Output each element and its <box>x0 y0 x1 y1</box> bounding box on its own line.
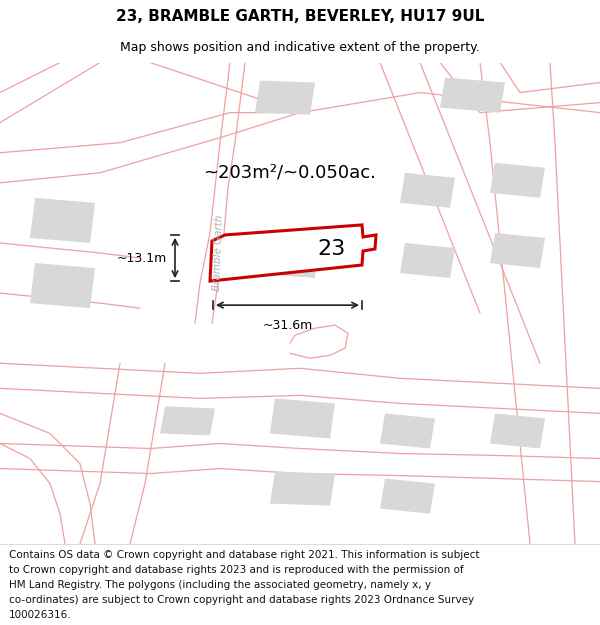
Text: co-ordinates) are subject to Crown copyright and database rights 2023 Ordnance S: co-ordinates) are subject to Crown copyr… <box>9 596 474 606</box>
Polygon shape <box>30 263 95 308</box>
Polygon shape <box>270 398 335 439</box>
Text: ~203m²/~0.050ac.: ~203m²/~0.050ac. <box>203 164 376 182</box>
Text: Bramble Garth: Bramble Garth <box>212 214 224 291</box>
Polygon shape <box>440 78 505 112</box>
Polygon shape <box>380 413 435 449</box>
Polygon shape <box>30 198 95 243</box>
Polygon shape <box>490 233 545 268</box>
Text: 100026316.: 100026316. <box>9 611 71 621</box>
Polygon shape <box>270 471 335 506</box>
Text: ~13.1m: ~13.1m <box>117 251 167 264</box>
Polygon shape <box>400 173 455 208</box>
Text: Map shows position and indicative extent of the property.: Map shows position and indicative extent… <box>120 41 480 54</box>
Text: to Crown copyright and database rights 2023 and is reproduced with the permissio: to Crown copyright and database rights 2… <box>9 565 464 575</box>
Polygon shape <box>210 225 376 281</box>
Polygon shape <box>400 243 455 278</box>
Text: ~31.6m: ~31.6m <box>262 319 313 332</box>
Polygon shape <box>490 162 545 198</box>
Polygon shape <box>255 81 315 114</box>
Polygon shape <box>160 406 215 436</box>
Text: HM Land Registry. The polygons (including the associated geometry, namely x, y: HM Land Registry. The polygons (includin… <box>9 580 431 590</box>
Text: Contains OS data © Crown copyright and database right 2021. This information is : Contains OS data © Crown copyright and d… <box>9 550 479 560</box>
Polygon shape <box>380 479 435 514</box>
Polygon shape <box>490 413 545 449</box>
Text: 23, BRAMBLE GARTH, BEVERLEY, HU17 9UL: 23, BRAMBLE GARTH, BEVERLEY, HU17 9UL <box>116 9 484 24</box>
Text: 23: 23 <box>317 239 346 259</box>
Polygon shape <box>252 243 318 278</box>
